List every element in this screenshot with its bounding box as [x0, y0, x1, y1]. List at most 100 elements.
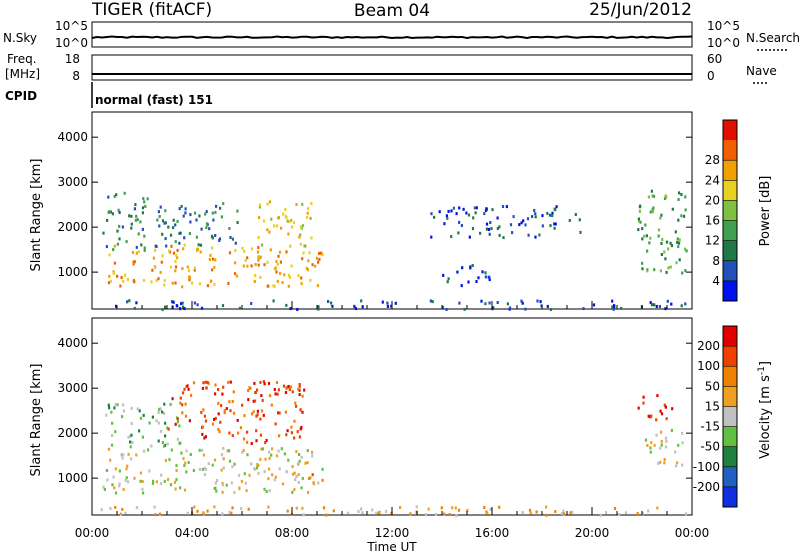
velocity-plot-frame [91, 317, 693, 516]
data-cell [204, 419, 208, 423]
data-cell [265, 438, 268, 442]
data-cell [278, 434, 281, 438]
data-cell [394, 301, 397, 305]
data-cell [460, 224, 463, 227]
data-cell [649, 301, 652, 305]
cpid-value: normal (fast) 151 [95, 93, 213, 107]
data-cell [135, 214, 138, 218]
data-cell [447, 209, 450, 213]
data-cell [114, 467, 117, 471]
cpid-strip: CPID normal (fast) 151 [5, 82, 213, 108]
data-cell [221, 483, 224, 487]
data-cell [111, 483, 114, 487]
data-cell [174, 265, 178, 269]
data-cell [202, 381, 205, 385]
data-cell [281, 482, 285, 486]
freq-tick-top: 18 [65, 52, 80, 66]
data-cell [221, 512, 224, 516]
velocity-panel: 1000 2000 3000 4000 Slant Range [km] 200 100… [29, 301, 773, 554]
data-cell [445, 308, 448, 311]
data-cell [124, 479, 127, 482]
data-cell [211, 422, 215, 426]
data-cell [287, 458, 290, 462]
y-tick-label: 2000 [57, 426, 88, 440]
data-cell [181, 391, 185, 395]
y-tick-label: 4000 [57, 130, 88, 144]
data-cell [214, 383, 217, 387]
data-cell [475, 206, 478, 210]
data-cell [201, 386, 204, 390]
data-cell [304, 461, 307, 465]
data-cell [214, 392, 217, 396]
nsky-tick-top: 10^5 [55, 19, 88, 33]
data-cell [272, 299, 275, 303]
power-y-axis: 1000 2000 3000 4000 [57, 130, 692, 279]
data-cell [164, 421, 167, 425]
data-cell [568, 219, 571, 222]
data-cell [520, 299, 523, 303]
colorbar-swatch [723, 346, 737, 367]
data-cell [498, 225, 501, 229]
data-cell [678, 238, 681, 242]
data-cell [360, 299, 363, 303]
data-cell [256, 409, 259, 413]
data-cell [582, 307, 585, 311]
data-cell [295, 475, 298, 478]
beam-title: Beam 04 [354, 1, 430, 21]
data-cell [318, 251, 321, 255]
data-cell [293, 436, 296, 440]
colorbar-tick-label: 24 [705, 173, 720, 187]
data-cell [660, 253, 663, 256]
data-cell [386, 304, 389, 308]
data-cell [120, 276, 123, 279]
colorbar-tick-label: 50 [705, 379, 720, 393]
data-cell [206, 284, 209, 288]
data-cell [667, 247, 670, 251]
data-cell [524, 307, 527, 311]
data-cell [657, 461, 660, 465]
data-cell [122, 488, 125, 491]
data-cell [153, 265, 156, 268]
data-cell [116, 229, 119, 233]
data-cell [217, 428, 220, 431]
data-cell [138, 429, 141, 433]
data-cell [159, 482, 163, 486]
data-cell [465, 211, 468, 215]
data-cell [262, 219, 266, 223]
data-cell [132, 262, 135, 266]
data-cell [229, 236, 232, 239]
data-cell [183, 488, 187, 492]
data-cell [111, 212, 114, 216]
data-cell [289, 244, 292, 248]
data-cell [467, 213, 471, 217]
data-cell [301, 394, 304, 398]
data-cell [477, 276, 480, 280]
data-cell [159, 270, 162, 274]
data-cell [277, 449, 280, 453]
data-cell [653, 268, 656, 272]
data-cell [143, 248, 146, 252]
data-cell [137, 250, 140, 254]
data-cell [169, 265, 172, 269]
data-cell [246, 453, 249, 457]
data-cell [254, 391, 257, 394]
data-cell [137, 232, 140, 236]
data-cell [167, 225, 170, 229]
data-cell [541, 214, 544, 218]
data-cell [250, 264, 253, 268]
data-cell [116, 242, 119, 246]
data-cell [239, 426, 243, 430]
data-cell [275, 454, 278, 458]
data-cell [246, 256, 249, 260]
data-cell [293, 488, 296, 491]
data-cell [624, 511, 628, 515]
data-cell [646, 249, 649, 253]
data-cell [309, 476, 312, 480]
data-cell [232, 411, 236, 415]
data-cell [555, 205, 558, 209]
data-cell [496, 227, 499, 230]
data-cell [353, 304, 356, 308]
data-cell [206, 381, 209, 384]
data-cell [156, 218, 159, 222]
data-cell [175, 478, 178, 482]
